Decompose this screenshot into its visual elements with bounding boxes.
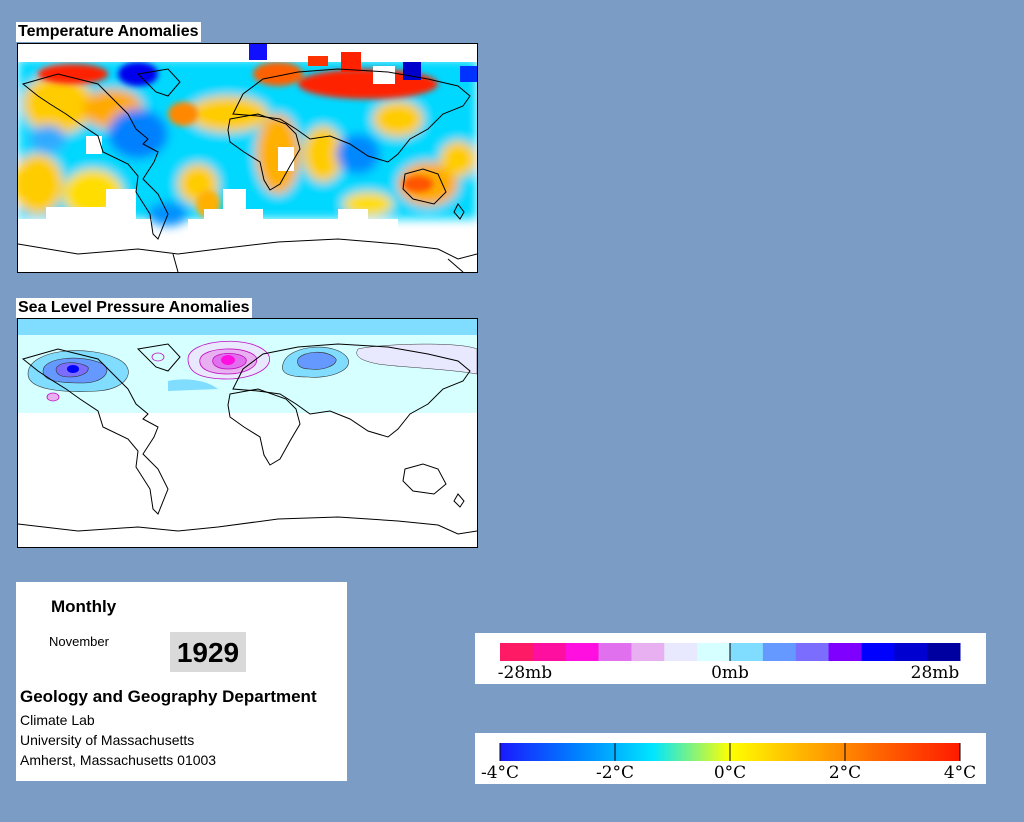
pressure-swatch [697,643,731,661]
temperature-tick-labels: -4°C -2°C 0°C 2°C 4°C [481,763,976,783]
pressure-swatch [828,643,862,661]
temperature-missing-south [18,189,477,272]
pressure-map-title: Sea Level Pressure Anomalies [16,298,252,318]
address-label: Amherst, Massachusetts 01003 [20,752,217,768]
pressure-field [18,319,477,413]
year-label: 1929 [170,632,246,672]
pressure-color-swatches [500,643,961,661]
university-label: University of Massachusetts [20,732,195,748]
pressure-swatch [631,643,665,661]
month-label: November [49,634,109,649]
department-label: Geology and Geography Department [20,687,317,706]
pressure-swatch [762,643,797,661]
pressure-swatch [500,643,534,661]
temperature-ticks [499,743,961,761]
pressure-swatch [532,643,567,661]
temperature-anomaly-map [17,43,478,273]
pressure-swatch [894,643,928,661]
pressure-zero-label: 0mb [711,663,749,683]
temperature-cells [18,44,477,171]
temperature-tick-label: 2°C [829,763,861,783]
temperature-tick-label: -4°C [481,763,519,783]
pressure-min-label: -28mb [498,663,552,683]
pressure-swatch [927,643,961,661]
temperature-map-title: Temperature Anomalies [16,22,201,42]
pressure-coastlines [18,343,477,535]
temperature-tick-label: 4°C [944,763,976,783]
pressure-swatch [730,643,764,661]
pressure-anomaly-map [17,318,478,548]
temperature-tick-label: -2°C [596,763,634,783]
pressure-max-label: 28mb [911,663,960,683]
temperature-legend: -4°C -2°C 0°C 2°C 4°C [475,733,986,784]
pressure-legend: -28mb 0mb 28mb [475,633,986,684]
pressure-swatch [795,643,830,661]
lab-label: Climate Lab [20,712,95,728]
pressure-swatch [664,643,698,661]
pressure-swatch [861,643,895,661]
temperature-tick-label: 0°C [714,763,746,783]
temperature-coastlines [18,68,477,272]
pressure-swatch [598,643,632,661]
info-panel: Monthly November 1929 Geology and Geogra… [16,582,347,781]
frequency-label: Monthly [51,597,117,616]
pressure-swatch [565,643,600,661]
